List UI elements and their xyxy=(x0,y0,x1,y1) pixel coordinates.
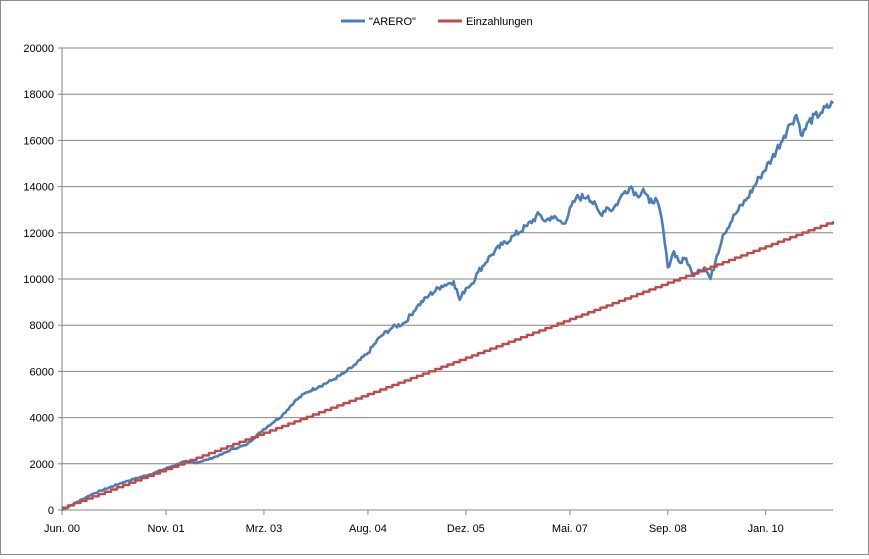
y-tick-label: 14000 xyxy=(23,182,54,194)
x-axis-tick-labels: Jun. 00 Nov. 01 Mrz. 03 Aug. 04 Dez. 05 Mai. … xyxy=(44,510,784,535)
legend-label-0: "ARERO" xyxy=(369,16,416,28)
y-tick-label: 8000 xyxy=(30,320,54,332)
y-axis-tick-labels: 0 2000 4000 6000 8000 10000 12000 14000 16000 180… xyxy=(23,43,62,517)
x-tick-label: Dez. 05 xyxy=(447,523,485,535)
y-tick-label: 12000 xyxy=(23,228,54,240)
x-tick-label: Jan. 10 xyxy=(748,523,784,535)
y-tick-label: 10000 xyxy=(23,274,54,286)
x-tick-label: Mrz. 03 xyxy=(246,523,283,535)
legend-label-1: Einzahlungen xyxy=(466,16,533,28)
y-tick-label: 4000 xyxy=(30,413,54,425)
series-line-1 xyxy=(62,221,835,509)
legend: "ARERO" Einzahlungen xyxy=(341,16,533,28)
x-tick-label: Mai. 07 xyxy=(552,523,588,535)
y-tick-label: 6000 xyxy=(30,366,54,378)
y-tick-label: 2000 xyxy=(30,459,54,471)
y-tick-label: 20000 xyxy=(23,43,54,55)
y-tick-label: 18000 xyxy=(23,89,54,101)
gridlines xyxy=(62,47,833,465)
axes xyxy=(61,48,833,511)
x-tick-label: Jun. 00 xyxy=(44,523,80,535)
y-tick-label: 16000 xyxy=(23,135,54,147)
y-tick-label: 0 xyxy=(48,505,54,517)
x-tick-label: Nov. 01 xyxy=(147,523,184,535)
x-tick-label: Sep. 08 xyxy=(649,523,687,535)
x-tick-label: Aug. 04 xyxy=(349,523,387,535)
series-lines xyxy=(61,100,835,512)
series-line-0 xyxy=(61,100,834,512)
